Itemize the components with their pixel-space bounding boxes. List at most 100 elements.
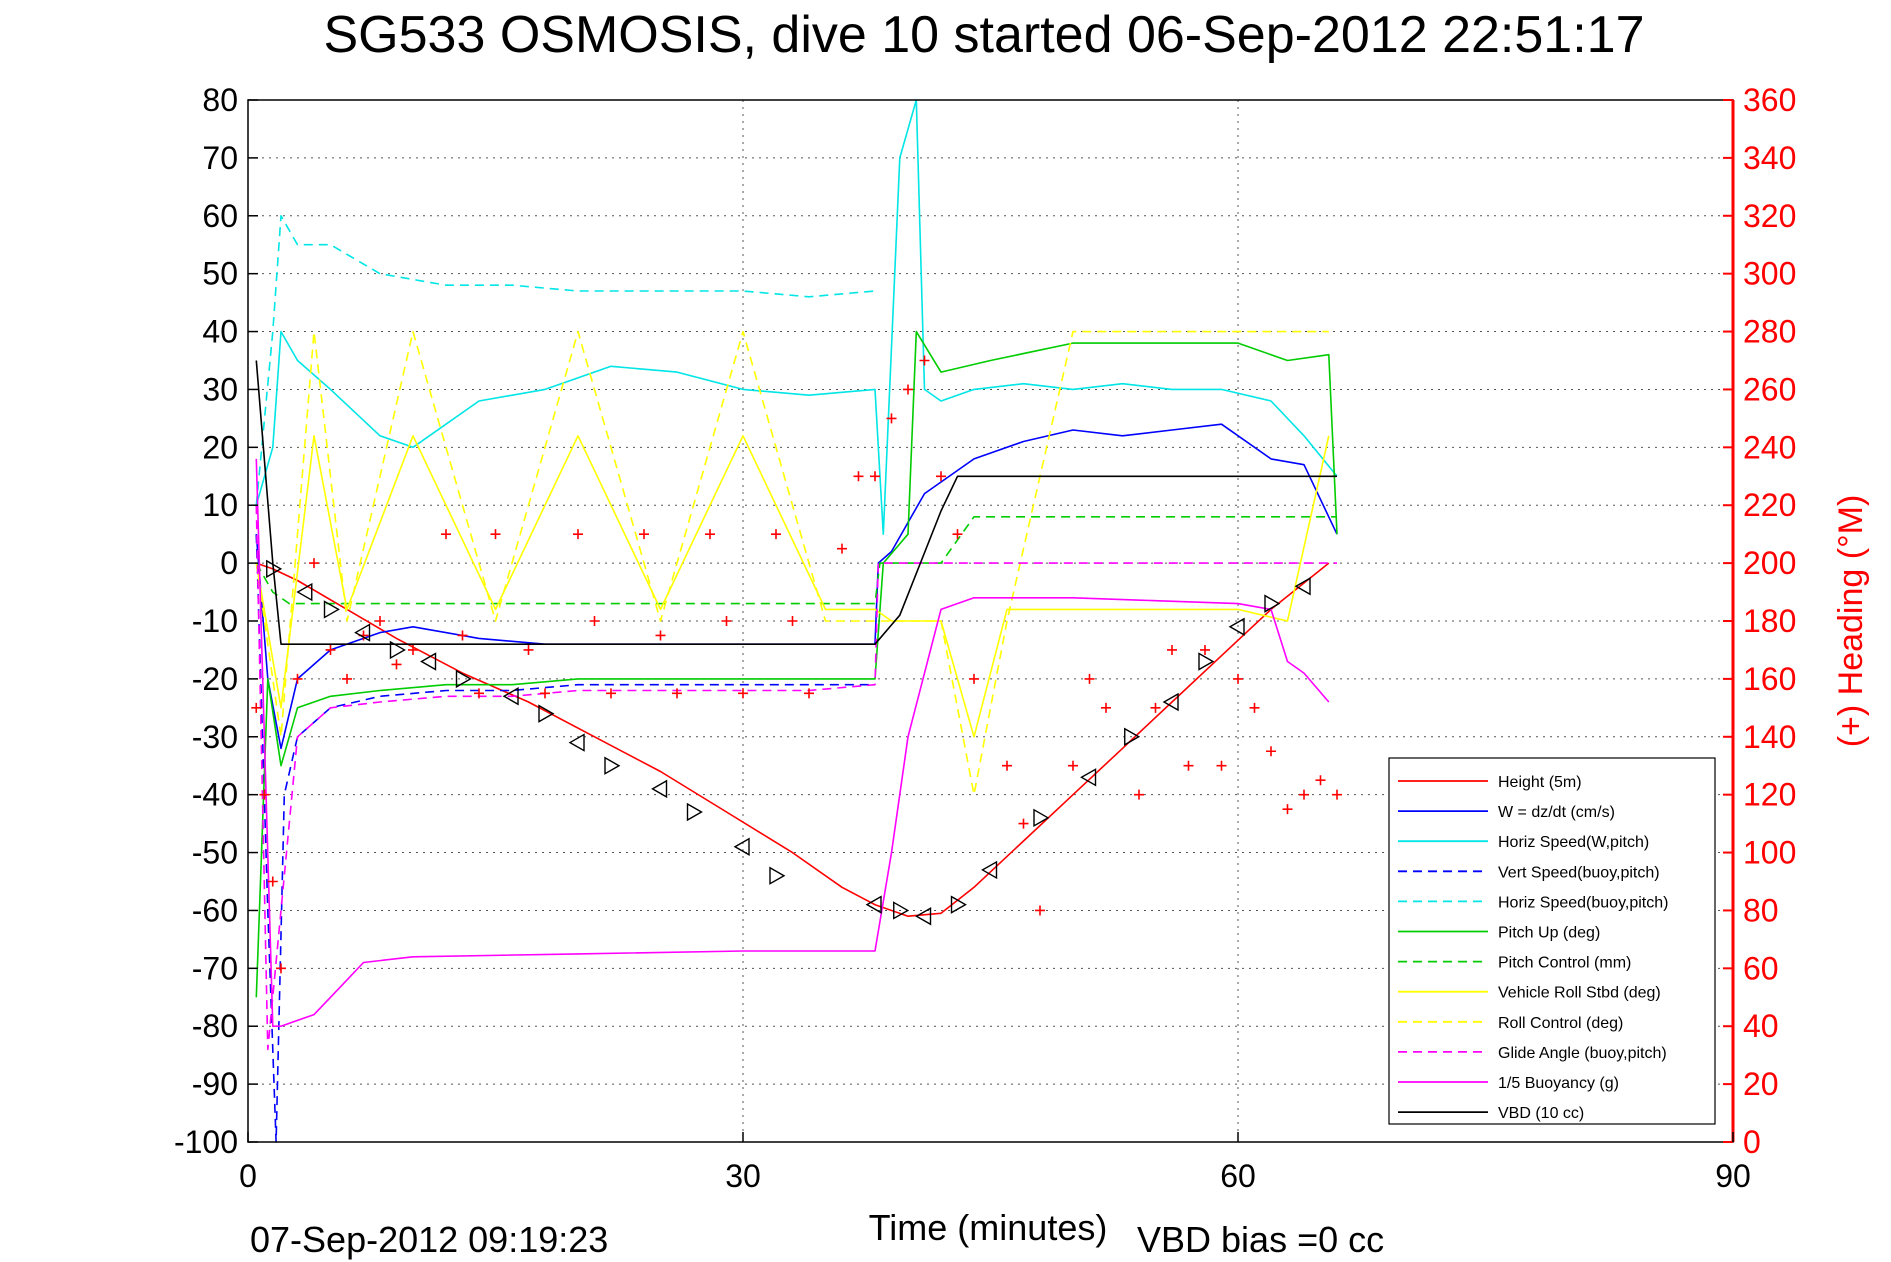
y-tick-label: -100 bbox=[174, 1124, 238, 1160]
heading-point bbox=[1266, 746, 1276, 757]
y-right-tick-label: 20 bbox=[1743, 1066, 1779, 1102]
chart-title: SG533 OSMOSIS, dive 10 started 06-Sep-20… bbox=[323, 6, 1644, 64]
y-tick-label: -30 bbox=[192, 719, 238, 755]
series-line bbox=[255, 515, 1337, 605]
footer-vbd-bias: VBD bias =0 cc bbox=[1137, 1219, 1384, 1260]
heading-point bbox=[1183, 760, 1194, 771]
heading-point bbox=[655, 630, 666, 641]
y-tick-label: 60 bbox=[202, 198, 238, 234]
turn-marker bbox=[604, 756, 621, 775]
y-tick-label: 30 bbox=[202, 371, 238, 407]
heading-point bbox=[919, 355, 930, 366]
x-tick-label: 30 bbox=[725, 1158, 761, 1194]
heading-point bbox=[606, 688, 616, 699]
bottom-axis: 0 30 60 90 bbox=[239, 1132, 1751, 1194]
legend-label: Vert Speed(buoy,pitch) bbox=[1498, 864, 1660, 881]
y-right-tick-label: 320 bbox=[1743, 198, 1796, 234]
y-right-tick-label: 220 bbox=[1743, 487, 1796, 523]
series-line bbox=[255, 505, 1337, 1051]
heading-point bbox=[251, 702, 262, 713]
turn-marker bbox=[296, 582, 313, 602]
legend-label: VBD (10 cc) bbox=[1498, 1105, 1584, 1122]
y-right-tick-label: 60 bbox=[1743, 950, 1779, 986]
heading-point bbox=[1002, 760, 1012, 771]
legend-label: W = dz/dt (cm/s) bbox=[1498, 804, 1615, 821]
y-tick-label: -70 bbox=[192, 950, 238, 986]
heading-point bbox=[375, 616, 385, 626]
heading-point bbox=[1150, 702, 1161, 713]
heading-point bbox=[936, 471, 946, 482]
heading-point bbox=[1167, 644, 1177, 655]
y-tick-label: 50 bbox=[202, 256, 238, 292]
heading-point bbox=[1068, 760, 1078, 771]
heading-point bbox=[952, 529, 963, 540]
turn-marker bbox=[1162, 692, 1179, 712]
y-right-tick-label: 80 bbox=[1743, 892, 1779, 928]
turn-marker bbox=[568, 733, 585, 752]
legend-label: Glide Angle (buoy,pitch) bbox=[1498, 1045, 1667, 1062]
series-line bbox=[255, 215, 876, 506]
turn-marker bbox=[915, 907, 932, 926]
legend-label: Roll Control (deg) bbox=[1498, 1015, 1623, 1032]
turn-marker bbox=[1124, 727, 1141, 746]
legend-label: Pitch Up (deg) bbox=[1498, 925, 1600, 942]
x-axis-label: Time (minutes) bbox=[869, 1207, 1108, 1248]
turn-marker bbox=[538, 704, 555, 723]
heading-point bbox=[1216, 760, 1227, 771]
heading-point bbox=[1332, 789, 1342, 800]
heading-point bbox=[408, 644, 418, 655]
heading-point bbox=[391, 659, 402, 670]
legend-label: Height (5m) bbox=[1498, 774, 1582, 791]
heading-point bbox=[276, 963, 286, 974]
right-axis: 3603403203002802602402202001801601401201… bbox=[1723, 82, 1796, 1160]
series-line bbox=[256, 562, 1330, 918]
turn-marker bbox=[1080, 768, 1097, 787]
y-tick-label: -40 bbox=[192, 777, 238, 813]
y-right-tick-label: 180 bbox=[1743, 603, 1796, 639]
y-tick-label: 20 bbox=[202, 429, 238, 465]
footer-timestamp: 07-Sep-2012 09:19:23 bbox=[250, 1219, 608, 1260]
y-tick-label: -50 bbox=[192, 835, 238, 871]
turn-marker bbox=[733, 837, 750, 856]
series-line bbox=[255, 330, 1338, 998]
y-right-tick-label: 240 bbox=[1743, 429, 1796, 465]
turn-marker bbox=[1033, 808, 1050, 828]
heading-point bbox=[267, 876, 278, 887]
heading-point bbox=[639, 529, 649, 540]
y-right-tick-label: 340 bbox=[1743, 140, 1796, 176]
heading-point bbox=[259, 789, 270, 800]
heading-point bbox=[886, 413, 897, 424]
heading-point bbox=[490, 529, 501, 540]
heading-point bbox=[1299, 789, 1309, 800]
legend-box bbox=[1388, 757, 1716, 1125]
heading-point bbox=[573, 529, 583, 540]
heading-point bbox=[589, 616, 600, 626]
heading-point bbox=[804, 688, 814, 699]
legend-label: 1/5 Buoyancy (g) bbox=[1498, 1075, 1619, 1092]
heading-point bbox=[309, 558, 319, 569]
heading-point bbox=[787, 616, 798, 626]
legend: Height (5m) W = dz/dt (cm/s) Horiz Speed(W… bbox=[1388, 757, 1716, 1125]
series-line bbox=[255, 99, 1338, 536]
turn-marker bbox=[1198, 652, 1215, 671]
legend-label: Pitch Control (mm) bbox=[1498, 955, 1631, 972]
legend-label: Horiz Speed(buoy,pitch) bbox=[1498, 894, 1668, 911]
y-right-tick-label: 360 bbox=[1743, 82, 1796, 118]
heading-series bbox=[251, 355, 1342, 974]
turn-marker bbox=[651, 779, 668, 799]
heading-point bbox=[1249, 702, 1260, 713]
heading-point bbox=[903, 384, 913, 395]
heading-point bbox=[1315, 775, 1326, 786]
left-axis: 80 70 60 50 40 30 20 10 0 -10 -20 -30 -40 -50 -60 -70 -8… bbox=[174, 82, 258, 1160]
legend-label: Horiz Speed(W,pitch) bbox=[1498, 834, 1649, 851]
heading-point bbox=[342, 673, 352, 684]
heading-point bbox=[523, 644, 534, 655]
y-tick-label: 10 bbox=[202, 487, 238, 523]
turn-marker bbox=[1264, 594, 1281, 613]
y-tick-label: -60 bbox=[192, 892, 238, 928]
heading-point bbox=[540, 688, 550, 699]
series-line bbox=[255, 330, 1329, 796]
y-right-tick-label: 280 bbox=[1743, 314, 1796, 350]
turn-marker bbox=[865, 895, 882, 914]
series-line bbox=[255, 434, 1330, 738]
